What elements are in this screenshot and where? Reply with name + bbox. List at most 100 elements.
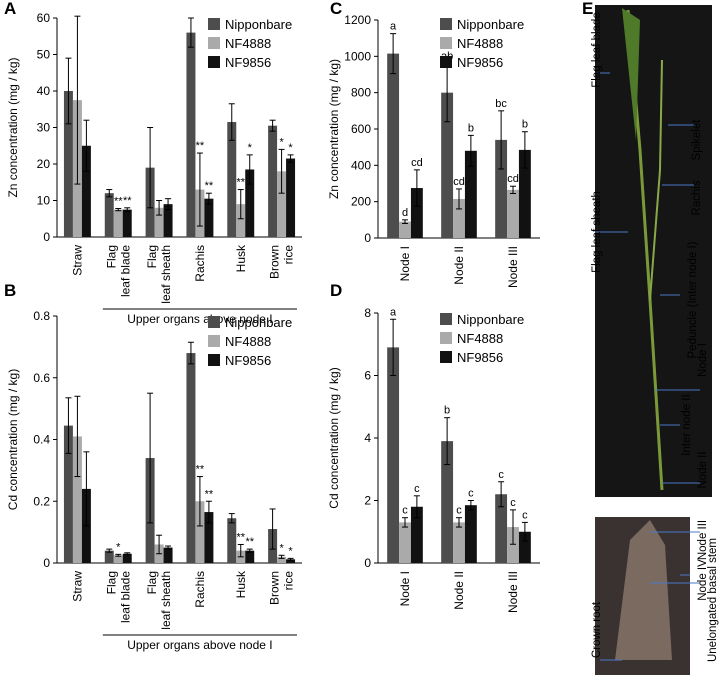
y-tick-label: 400 — [351, 158, 371, 172]
bar — [163, 204, 173, 237]
significance-label: * — [288, 142, 293, 154]
error-bar — [278, 148, 285, 194]
error-bar — [147, 127, 154, 209]
significance-label: ** — [245, 536, 254, 548]
significance-label: c — [468, 488, 474, 500]
y-tick-label: 50 — [37, 48, 51, 62]
error-bar — [165, 545, 172, 550]
bar — [104, 193, 114, 237]
bar — [186, 353, 196, 563]
x-tick-label: Node I — [398, 246, 412, 281]
significance-label: ** — [236, 177, 245, 189]
error-bar — [83, 451, 90, 527]
legend-swatch — [440, 37, 452, 49]
error-bar — [278, 554, 285, 559]
error-bar — [510, 509, 516, 545]
bar — [113, 209, 123, 237]
photo-label: Node IV — [697, 559, 709, 601]
y-axis-label: Cd concentration (mg / kg) — [327, 367, 341, 508]
legend-swatch — [208, 335, 220, 347]
x-tick-label: Straw — [70, 245, 84, 276]
photo-label: Flag leaf blade — [591, 12, 603, 87]
error-bar — [115, 553, 122, 557]
significance-label: * — [279, 136, 284, 148]
significance-label: b — [522, 119, 528, 131]
group-label: Upper organs above node I — [127, 638, 272, 652]
panel-label: C — [330, 0, 342, 18]
x-tick-label: Node I — [398, 571, 412, 606]
legend-swatch — [440, 313, 452, 325]
photo-label: Spikelet — [691, 119, 703, 161]
bar — [204, 512, 214, 563]
error-bar — [467, 134, 474, 167]
bar — [495, 139, 508, 238]
bar — [453, 198, 465, 238]
legend-label: NF9856 — [225, 55, 271, 70]
bar — [236, 204, 246, 237]
bar — [518, 149, 531, 238]
legend-swatch — [440, 332, 452, 344]
error-bar — [390, 33, 397, 75]
significance-label: c — [456, 505, 462, 517]
y-tick-label: 0 — [364, 231, 371, 245]
error-bar — [205, 192, 212, 205]
legend-swatch — [208, 316, 220, 328]
error-bar — [246, 548, 253, 553]
significance-label: d — [402, 207, 408, 219]
significance-label: c — [402, 505, 408, 517]
error-bar — [156, 200, 163, 216]
bar — [495, 494, 508, 563]
error-bar — [237, 189, 244, 220]
significance-label: ** — [205, 180, 214, 192]
significance-label: c — [414, 483, 420, 495]
significance-label: ** — [114, 196, 123, 208]
significance-label: c — [510, 497, 516, 509]
bar — [122, 553, 132, 563]
legend-label: Nipponbare — [457, 17, 524, 32]
error-bar — [521, 131, 528, 169]
y-tick-label: 6 — [364, 369, 371, 383]
error-bar — [228, 103, 235, 141]
x-tick-label: Straw — [70, 571, 84, 602]
error-bar — [402, 517, 408, 528]
x-tick-label: Flagleaf blade — [104, 245, 132, 297]
legend-label: NF4888 — [225, 36, 271, 51]
error-bar — [510, 185, 516, 194]
y-tick-label: 0.6 — [33, 371, 50, 385]
y-tick-label: 2 — [364, 494, 371, 508]
error-bar — [521, 521, 528, 542]
bar — [72, 436, 82, 563]
y-tick-label: 40 — [37, 84, 51, 98]
error-bar — [498, 110, 505, 170]
error-bar — [413, 495, 420, 519]
error-bar — [402, 219, 408, 224]
significance-label: a — [390, 21, 397, 33]
significance-label: ** — [123, 195, 132, 207]
panel-label: B — [4, 281, 16, 300]
photo-label: Flag leaf sheath — [591, 191, 603, 273]
error-bar — [228, 513, 235, 524]
error-bar — [237, 543, 244, 558]
error-bar — [269, 119, 276, 132]
legend-label: NF4888 — [457, 331, 503, 346]
bar — [245, 550, 255, 563]
legend-swatch — [208, 18, 220, 30]
x-tick-label: Brownrice — [268, 571, 296, 605]
photo-label: Inter node II — [681, 394, 693, 455]
error-bar — [74, 15, 81, 185]
error-bar — [269, 508, 276, 550]
photo-label: Rachis — [691, 180, 703, 215]
bar — [154, 207, 164, 237]
x-tick-label: Node II — [452, 246, 466, 285]
bar — [387, 53, 400, 238]
bar — [464, 505, 477, 563]
significance-label: a — [390, 306, 397, 318]
y-tick-label: 0 — [43, 230, 50, 244]
significance-label: * — [288, 545, 293, 557]
error-bar — [196, 476, 203, 527]
bar — [453, 522, 465, 563]
y-tick-label: 0.4 — [33, 433, 50, 447]
group-label: Upper organs above node I — [127, 312, 272, 326]
y-tick-label: 30 — [37, 121, 51, 135]
legend-label: NF9856 — [457, 55, 503, 70]
